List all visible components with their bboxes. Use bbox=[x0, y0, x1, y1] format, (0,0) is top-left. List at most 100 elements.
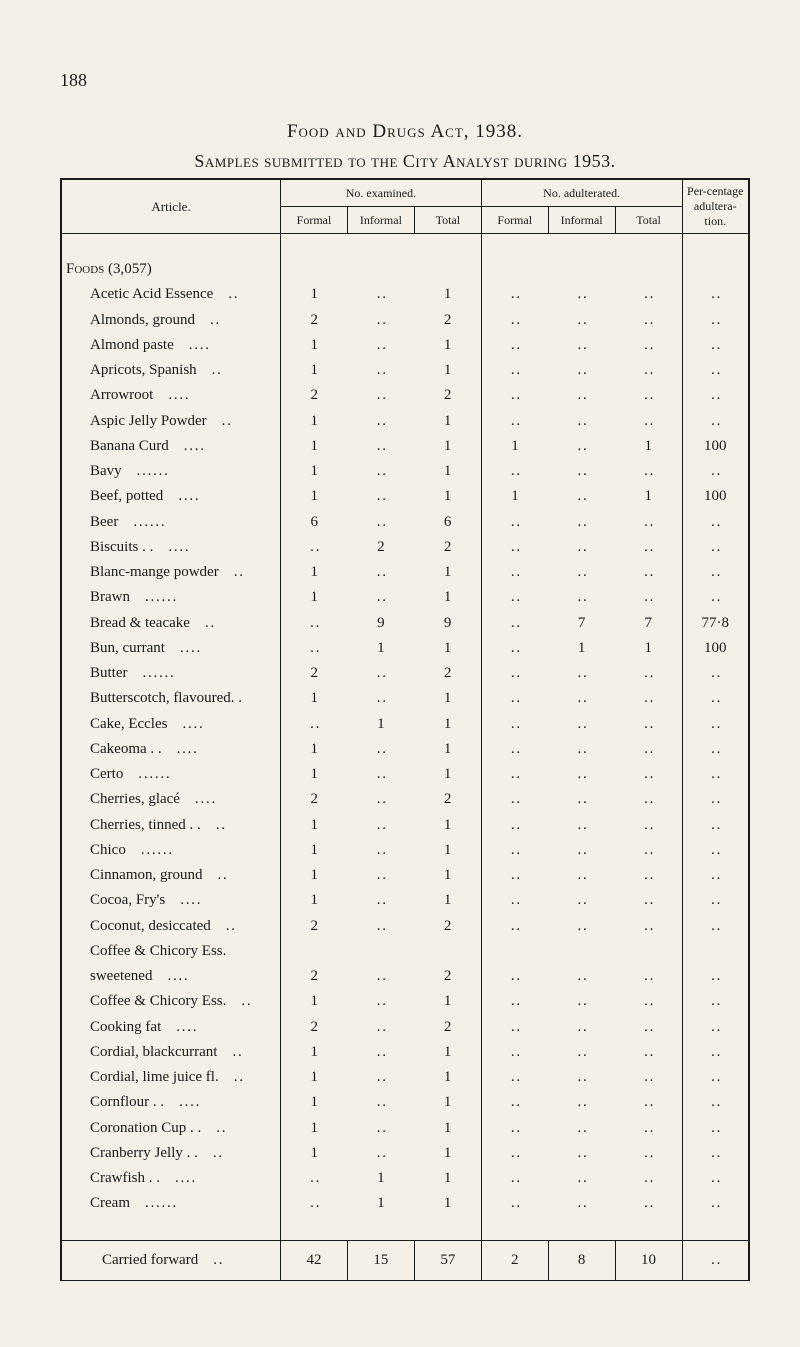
table-cell: . . bbox=[548, 585, 615, 610]
table-cell: . . bbox=[682, 409, 749, 434]
table-cell: 1 bbox=[414, 989, 481, 1014]
table-cell: . . bbox=[481, 888, 548, 913]
table-cell: 1 bbox=[281, 762, 348, 787]
table-cell: . . bbox=[682, 712, 749, 737]
table-cell: . . bbox=[481, 1116, 548, 1141]
table-cell: . . bbox=[481, 1040, 548, 1065]
table-cell: . . bbox=[347, 863, 414, 888]
table-cell: . . bbox=[481, 989, 548, 1014]
article-cell: Cream . . . . . . bbox=[61, 1191, 281, 1216]
table-cell: . . bbox=[548, 964, 615, 989]
table-cell: . . bbox=[615, 838, 682, 863]
table-cell: . . bbox=[548, 712, 615, 737]
table-cell: 1 bbox=[414, 888, 481, 913]
table-cell: . . bbox=[347, 989, 414, 1014]
table-cell bbox=[281, 939, 348, 964]
th-formal-1: Formal bbox=[281, 207, 348, 234]
table-cell: 1 bbox=[414, 484, 481, 509]
act-title: Food and Drugs Act, 1938. bbox=[287, 121, 523, 142]
article-cell: Coconut, desiccated . . bbox=[61, 914, 281, 939]
table-row: Beef, potted . . . .1. .11. .1100 bbox=[61, 484, 749, 509]
table-cell: . . bbox=[615, 383, 682, 408]
table-cell: . . bbox=[481, 383, 548, 408]
table-cell: . . bbox=[615, 686, 682, 711]
table-cell: 1 bbox=[414, 813, 481, 838]
table-cell: . . bbox=[548, 1166, 615, 1191]
table-row: Coconut, desiccated . .2. .2. .. .. .. . bbox=[61, 914, 749, 939]
table-cell: 2 bbox=[281, 383, 348, 408]
article-cell: Acetic Acid Essence . . bbox=[61, 282, 281, 307]
article-cell: Beer . . . . . . bbox=[61, 510, 281, 535]
table-cell: . . bbox=[347, 459, 414, 484]
article-cell: Cinnamon, ground . . bbox=[61, 863, 281, 888]
table-cell bbox=[615, 1217, 682, 1241]
table-cell: . . bbox=[347, 434, 414, 459]
table-cell: 1 bbox=[414, 459, 481, 484]
table-row bbox=[61, 1217, 749, 1241]
table-cell: . . bbox=[481, 358, 548, 383]
table-cell: 2 bbox=[414, 914, 481, 939]
table-row: Certo . . . . . .1. .1. .. .. .. . bbox=[61, 762, 749, 787]
table-cell: . . bbox=[615, 1116, 682, 1141]
table-cell: . . bbox=[615, 535, 682, 560]
table-row: Almond paste . . . .1. .1. .. .. .. . bbox=[61, 333, 749, 358]
table-cell: . . bbox=[682, 863, 749, 888]
table-cell: . . bbox=[615, 1141, 682, 1166]
table-row bbox=[61, 234, 749, 258]
table-row: Crawfish . . . . . .. .11. .. .. .. . bbox=[61, 1166, 749, 1191]
table-cell bbox=[347, 234, 414, 258]
article-cell: Butterscotch, flavoured. . bbox=[61, 686, 281, 711]
table-row: Cordial, blackcurrant . .1. .1. .. .. ..… bbox=[61, 1040, 749, 1065]
article-cell: Coffee & Chicory Ess. bbox=[61, 939, 281, 964]
table-cell: 1 bbox=[414, 737, 481, 762]
table-cell: . . bbox=[615, 863, 682, 888]
table-cell: 1 bbox=[414, 560, 481, 585]
table-cell: 2 bbox=[347, 535, 414, 560]
table-cell: 1 bbox=[281, 358, 348, 383]
table-cell: 1 bbox=[414, 333, 481, 358]
table-cell: . . bbox=[281, 712, 348, 737]
article-cell: Cherries, tinned . . . . bbox=[61, 813, 281, 838]
table-row: Beer . . . . . .6. .6. .. .. .. . bbox=[61, 510, 749, 535]
table-cell: . . bbox=[548, 358, 615, 383]
table-row: Cherries, glacé . . . .2. .2. .. .. .. . bbox=[61, 787, 749, 812]
table-row: Cranberry Jelly . . . .1. .1. .. .. .. . bbox=[61, 1141, 749, 1166]
table-cell: . . bbox=[682, 1191, 749, 1216]
table-cell: . . bbox=[548, 409, 615, 434]
article-cell: Arrowroot . . . . bbox=[61, 383, 281, 408]
article-cell: Cooking fat . . . . bbox=[61, 1015, 281, 1040]
table-cell: . . bbox=[615, 737, 682, 762]
table-row: Butter . . . . . .2. .2. .. .. .. . bbox=[61, 661, 749, 686]
table-cell: . . bbox=[682, 686, 749, 711]
table-cell: . . bbox=[548, 308, 615, 333]
table-row: Cake, Eccles . . . .. .11. .. .. .. . bbox=[61, 712, 749, 737]
table-cell: . . bbox=[615, 787, 682, 812]
table-row: Apricots, Spanish . .1. .1. .. .. .. . bbox=[61, 358, 749, 383]
table-row: Biscuits . . . . . .. .22. .. .. .. . bbox=[61, 535, 749, 560]
article-cell: Banana Curd . . . . bbox=[61, 434, 281, 459]
table-cell bbox=[481, 257, 548, 282]
table-row: Bread & teacake . .. .99. .7777·8 bbox=[61, 611, 749, 636]
table-cell: . . bbox=[682, 762, 749, 787]
table-cell: 8 bbox=[548, 1240, 615, 1280]
table-cell: . . bbox=[615, 459, 682, 484]
table-cell: . . bbox=[548, 838, 615, 863]
table-cell: . . bbox=[347, 358, 414, 383]
section-head: Foods (3,057) bbox=[61, 257, 281, 282]
table-cell: . . bbox=[481, 510, 548, 535]
page-number: 188 bbox=[60, 70, 750, 91]
subtitle: Samples submitted to the City Analyst du… bbox=[60, 151, 750, 172]
article-cell: Bavy . . . . . . bbox=[61, 459, 281, 484]
table-cell: . . bbox=[548, 1065, 615, 1090]
table-cell bbox=[548, 1217, 615, 1241]
table-cell bbox=[481, 939, 548, 964]
article-cell: Apricots, Spanish . . bbox=[61, 358, 281, 383]
table-cell: . . bbox=[481, 1141, 548, 1166]
table-cell: 1 bbox=[481, 434, 548, 459]
table-cell: . . bbox=[548, 1090, 615, 1115]
samples-table: Article. No. examined. No. adulterated. … bbox=[60, 178, 750, 1281]
table-cell: . . bbox=[347, 1116, 414, 1141]
table-cell: . . bbox=[347, 383, 414, 408]
table-cell: . . bbox=[481, 686, 548, 711]
article-cell: Bread & teacake . . bbox=[61, 611, 281, 636]
